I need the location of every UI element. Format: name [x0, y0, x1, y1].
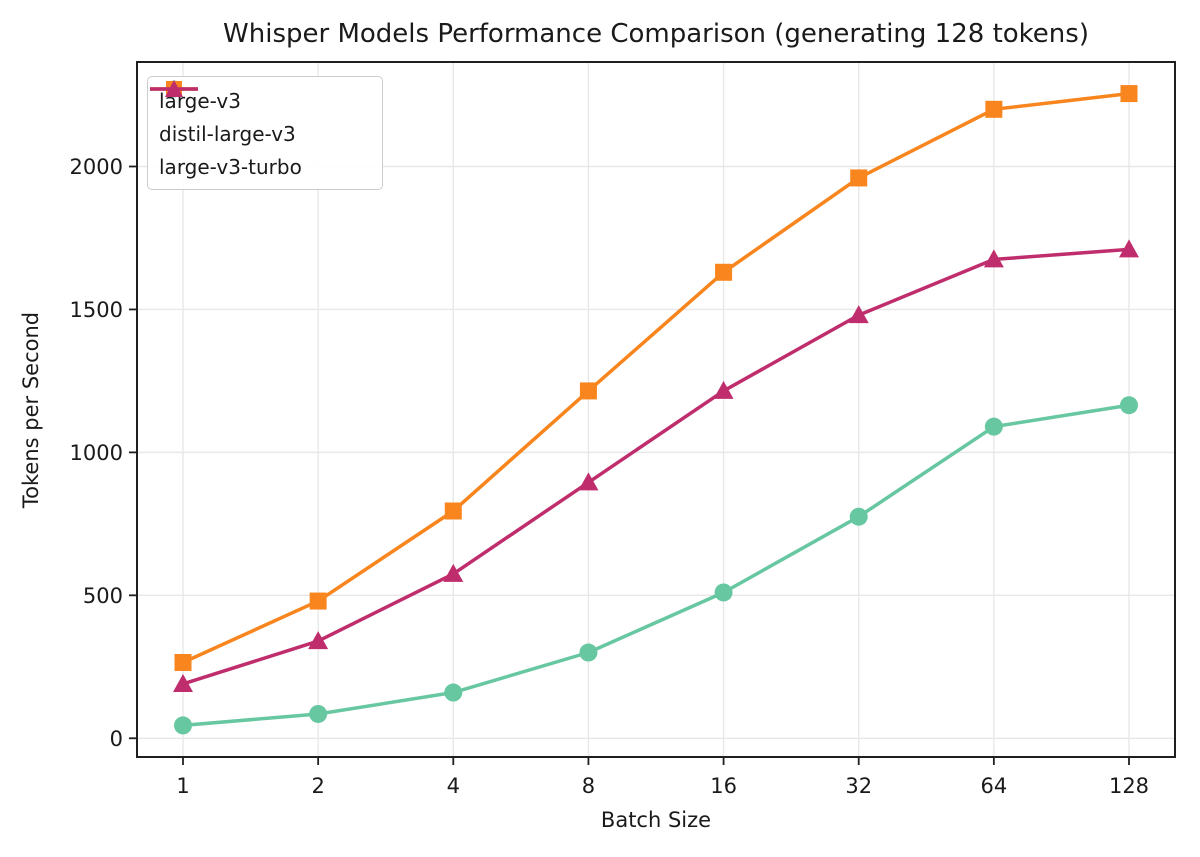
x-tick-label: 2 [311, 774, 324, 798]
marker-large-v3-turbo [173, 673, 193, 692]
legend-label: large-v3-turbo [159, 154, 302, 179]
legend-item-large-v3-turbo: large-v3-turbo [150, 80, 368, 180]
marker-distil-large-v3 [850, 169, 868, 187]
axis-ticks: 1 2 4 8 16 32 64 128 0 500 1000 1500 2000 [70, 155, 1150, 798]
plot-border [136, 61, 1176, 758]
marker-distil-large-v3 [985, 100, 1003, 118]
marker-large-v3-turbo [848, 305, 869, 324]
marker-distil-large-v3 [715, 263, 733, 281]
x-tick-label: 64 [980, 774, 1007, 798]
marker-large-v3-turbo [713, 380, 734, 399]
marker-large-v3 [579, 643, 598, 662]
series-line-large-v3-turbo [181, 247, 1131, 686]
x-tick-label: 128 [1109, 774, 1149, 798]
marker-large-v3-turbo [1119, 239, 1139, 258]
y-axis-label: Tokens per Second [19, 312, 43, 509]
marker-large-v3 [444, 683, 463, 702]
legend-label: distil-large-v3 [159, 121, 296, 146]
series-layer [173, 85, 1139, 735]
marker-large-v3-turbo [443, 563, 464, 582]
marker-large-v3 [984, 417, 1003, 436]
marker-large-v3 [1120, 396, 1138, 415]
marker-large-v3 [849, 507, 868, 526]
series-line-large-v3 [181, 403, 1131, 728]
marker-distil-large-v3 [579, 382, 597, 400]
marker-distil-large-v3 [309, 592, 327, 610]
marker-distil-large-v3 [444, 502, 462, 520]
marker-large-v3-turbo [578, 472, 599, 491]
legend-item-distil-large-v3: distil-large-v3 [150, 81, 368, 147]
y-tick-label: 1000 [70, 441, 123, 465]
marker-distil-large-v3 [174, 654, 192, 672]
chart-title: Whisper Models Performance Comparison (g… [223, 19, 1089, 49]
legend: large-v3 distil-large-v3 large-v3-turbo [147, 76, 383, 190]
marker-distil-large-v3 [1120, 85, 1138, 103]
x-tick-label: 32 [845, 774, 872, 798]
marker-large-v3 [309, 704, 328, 723]
x-tick-label: 16 [710, 774, 737, 798]
y-tick-label: 1500 [70, 298, 123, 322]
marker-large-v3-turbo [983, 249, 1004, 268]
x-tick-label: 4 [447, 774, 460, 798]
marker-large-v3 [174, 716, 192, 735]
marker-large-v3 [714, 583, 733, 602]
legend-swatch-triangle-icon [150, 80, 198, 97]
y-tick-label: 0 [110, 727, 123, 751]
x-axis-label: Batch Size [601, 808, 711, 832]
x-tick-label: 1 [176, 774, 189, 798]
y-tick-label: 2000 [70, 155, 123, 179]
marker-large-v3-turbo [308, 631, 329, 650]
series-line-distil-large-v3 [181, 91, 1131, 665]
y-tick-label: 500 [83, 584, 123, 608]
x-tick-label: 8 [582, 774, 595, 798]
